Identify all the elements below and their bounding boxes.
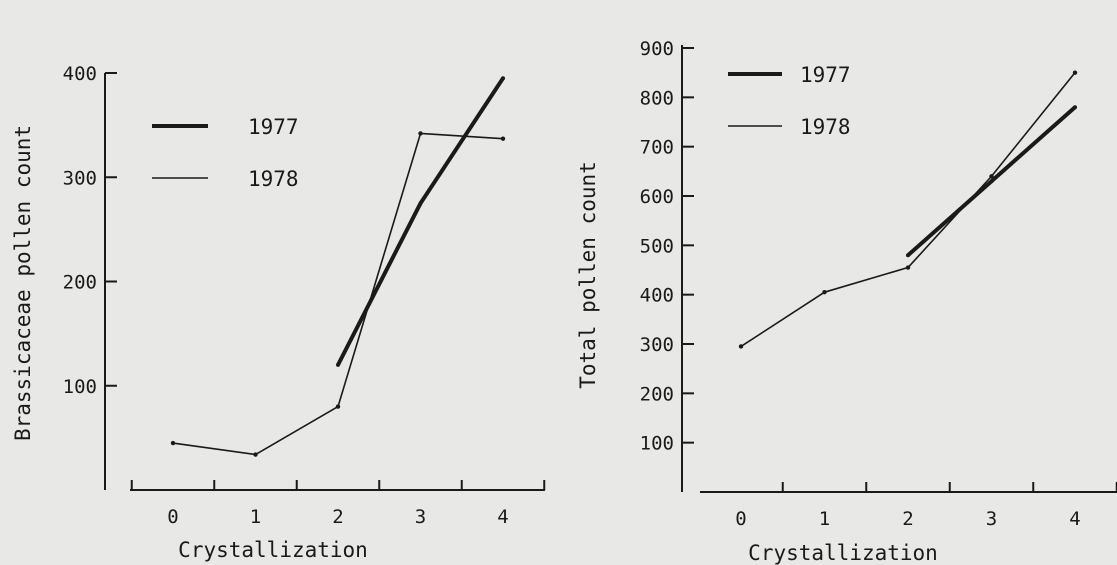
y-axis-title: Total pollen count [576,161,600,389]
legend-label: 1978 [248,167,299,191]
y-axis-title: Brassicaceae pollen count [11,125,35,441]
y-tick-label: 400 [63,63,97,85]
x-tick-label: 2 [332,506,343,528]
y-tick-label: 900 [640,38,674,60]
x-axis-title: Crystallization [178,538,368,562]
brassicaceae-pollen-chart: 100 200 300 400 0 1 2 3 4 Crystallization Brassica… [11,63,546,562]
data-point [989,179,994,184]
legend-label: 1978 [800,115,851,139]
legend-label: 1977 [800,63,851,87]
y-tick-label: 200 [640,383,674,405]
x-tick-label: 1 [819,508,830,530]
y-tick-label: 600 [640,186,674,208]
x-tick-label: 3 [986,508,997,530]
y-tick-label: 500 [640,235,674,257]
x-tick-label: 0 [167,506,178,528]
data-point [822,290,827,295]
data-point [336,362,340,367]
y-tick-label: 300 [63,167,97,189]
x-axis-title: Crystallization [748,541,938,565]
data-point [1073,105,1077,110]
y-tick-label: 100 [63,376,97,398]
total-pollen-chart: 100 200 300 400 500 600 700 800 900 0 1 2 3 4 Crystall… [576,38,1117,565]
y-tick-label: 400 [640,285,674,307]
x-tick-label: 2 [902,508,913,530]
y-tick-label: 800 [640,87,674,109]
data-point [335,404,341,409]
data-point [989,174,994,179]
data-point [500,136,506,141]
y-tick-label: 700 [640,137,674,159]
x-tick-label: 0 [735,508,746,530]
data-point [1072,70,1078,75]
data-point [501,76,505,81]
x-tick-label: 4 [1069,508,1080,530]
data-point [170,440,176,446]
x-tick-label: 3 [415,506,426,528]
y-tick-label: 200 [63,272,97,294]
y-tick-label: 100 [640,433,674,455]
data-point [906,253,910,258]
data-point [418,131,423,136]
data-point [418,201,423,206]
x-tick-label: 1 [250,506,261,528]
legend-label: 1977 [248,115,299,139]
y-tick-label: 300 [640,334,674,356]
data-point [905,265,911,270]
data-point [738,344,744,349]
series-line-1978 [740,72,1076,348]
data-point [253,452,258,457]
x-tick-label: 4 [497,506,508,528]
